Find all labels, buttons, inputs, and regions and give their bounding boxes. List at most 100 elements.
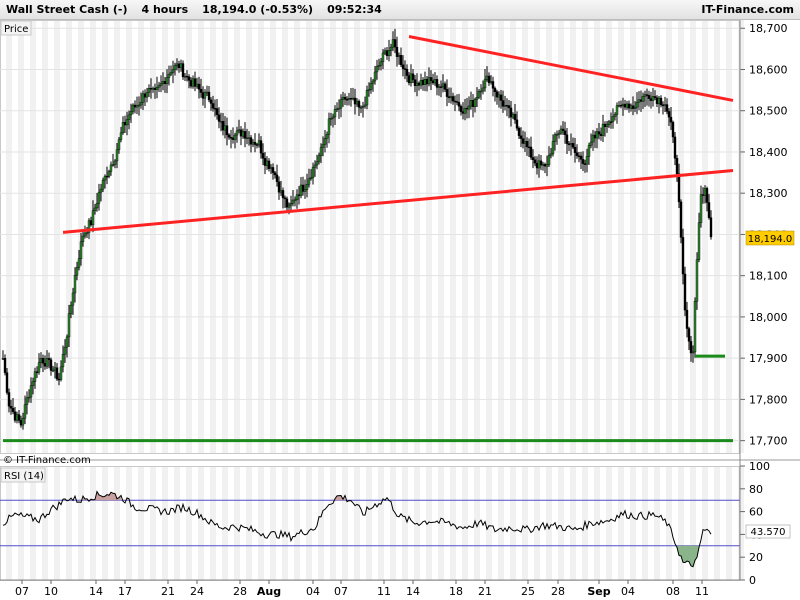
candle-body	[309, 177, 313, 180]
candle-body	[269, 167, 273, 169]
candle-body	[207, 91, 211, 101]
candle-body	[325, 134, 329, 139]
candle-body	[437, 86, 441, 88]
candle-body	[295, 194, 299, 201]
candle-body	[203, 91, 207, 99]
candle-body	[595, 131, 599, 139]
price-tab-label: Price	[4, 24, 28, 35]
candle-body	[561, 128, 565, 131]
time-tick-label: 11	[695, 585, 709, 598]
session-stripe	[162, 20, 168, 453]
candle-body	[435, 79, 439, 88]
candle-body	[327, 118, 331, 135]
time-tick-label: 04	[621, 585, 635, 598]
brand-label: IT-Finance.com	[701, 3, 794, 16]
candle-body	[397, 55, 401, 57]
candle-body	[417, 82, 421, 86]
candle-body	[541, 164, 545, 166]
chart-canvas[interactable]: 18,70018,60018,50018,40018,30018,20018,1…	[0, 20, 800, 600]
candle-body	[519, 135, 523, 139]
session-stripe	[222, 466, 228, 580]
session-stripe	[42, 466, 48, 580]
candle-body	[165, 77, 169, 85]
candle-body	[181, 63, 185, 78]
session-stripe	[198, 20, 204, 453]
session-stripe	[654, 20, 660, 453]
candle-body	[463, 107, 467, 114]
candle-body	[299, 184, 303, 196]
candle-body	[35, 371, 39, 373]
candle-body	[609, 121, 613, 123]
candle-body	[225, 125, 229, 136]
candle-body	[335, 108, 339, 111]
candle-body	[603, 123, 607, 128]
candle-body	[419, 79, 423, 86]
price-tick-label: 17,700	[749, 435, 788, 448]
time-tick-label: 08	[666, 585, 680, 598]
session-stripe	[114, 20, 120, 453]
candle-body	[607, 121, 611, 125]
candle-body	[401, 64, 405, 69]
session-stripe	[42, 20, 48, 453]
candle-body	[143, 93, 147, 98]
candle-body	[3, 358, 7, 373]
candle-body	[147, 88, 151, 93]
candle-body	[265, 160, 269, 166]
session-stripe	[210, 466, 216, 580]
candle-body	[249, 137, 253, 145]
time-tick-label: 18	[449, 585, 463, 598]
candle-body	[635, 102, 639, 108]
candle-body	[17, 414, 21, 421]
candle-body	[375, 66, 379, 73]
session-stripe	[666, 466, 672, 580]
candle-body	[431, 80, 435, 84]
candle-body	[183, 75, 187, 78]
session-stripe	[126, 20, 132, 453]
session-stripe	[666, 20, 672, 453]
session-stripe	[330, 20, 336, 453]
candle-body	[461, 111, 465, 114]
session-stripe	[342, 20, 348, 453]
candle-body	[179, 63, 183, 69]
candle-body	[629, 105, 633, 109]
candle-body	[205, 91, 209, 94]
candle-body	[197, 83, 201, 90]
session-stripe	[630, 20, 636, 453]
candle-body	[611, 116, 615, 122]
candle-body	[343, 97, 347, 100]
candle-body	[395, 46, 399, 57]
session-stripe	[738, 466, 744, 580]
candle-body	[241, 131, 245, 137]
candle-body	[425, 79, 429, 85]
session-stripe	[174, 466, 180, 580]
candle-body	[79, 241, 83, 259]
candle-body	[549, 153, 553, 156]
candle-body	[685, 309, 689, 329]
session-stripe	[402, 466, 408, 580]
candle-body	[23, 404, 27, 419]
candle-body	[583, 163, 587, 165]
candle-body	[659, 97, 663, 105]
candle-body	[135, 104, 139, 108]
candle-body	[393, 39, 397, 48]
candle-body	[261, 152, 265, 159]
candle-body	[433, 79, 437, 84]
session-stripe	[558, 466, 564, 580]
candle-body	[267, 160, 271, 169]
candle-body	[661, 104, 665, 107]
candle-body	[695, 259, 699, 302]
candle-body	[511, 113, 515, 118]
candle-body	[385, 50, 389, 56]
session-stripe	[426, 466, 432, 580]
candle-body	[531, 157, 535, 160]
candle-body	[237, 129, 241, 132]
current-rsi-badge: 43.570	[745, 524, 791, 539]
candle-body	[381, 52, 385, 63]
candle-body	[681, 237, 685, 275]
session-stripe	[594, 20, 600, 453]
session-stripe	[174, 20, 180, 453]
candle-body	[255, 144, 259, 146]
clock-time: 09:52:34	[327, 3, 382, 16]
candle-body	[229, 137, 233, 139]
candle-body	[329, 118, 333, 120]
